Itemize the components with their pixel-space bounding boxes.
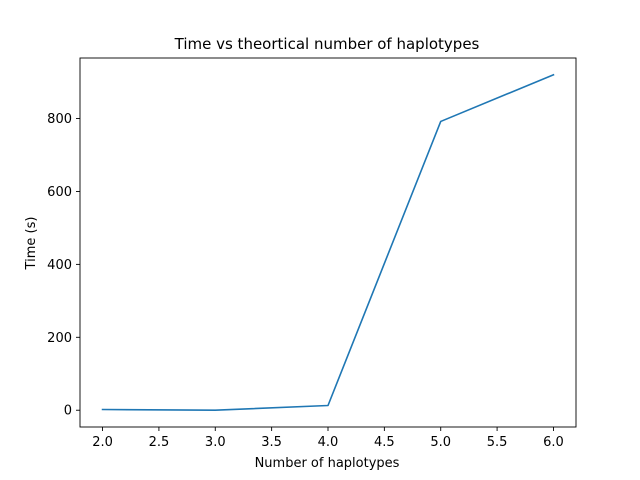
y-tick-label: 600 [47,185,72,200]
series-line [101,73,555,412]
x-tick-label: 5.5 [487,435,508,450]
y-tick-label: 800 [47,112,72,127]
chart-title: Time vs theortical number of haplotypes [174,35,480,53]
y-tick-label: 400 [47,258,72,273]
y-axis-label: Time (s) [24,217,39,271]
y-tick-label: 200 [47,331,72,346]
plot-area: 2.0 2.5 3.0 3.5 4.0 4.5 5.0 5.5 6.0 0 200 400 600 800 [47,57,577,450]
x-axis-label: Number of haplotypes [255,456,400,471]
y-tick-label: 0 [64,404,72,419]
x-tick-label: 4.5 [374,435,395,450]
x-tick-label: 3.5 [261,435,282,450]
axes-frame [79,57,577,428]
x-tick-label: 3.0 [205,435,226,450]
x-tick-label: 5.0 [430,435,451,450]
x-tick-label: 4.0 [318,435,339,450]
x-tick-label: 2.5 [149,435,170,450]
x-tick-label: 2.0 [92,435,113,450]
x-tick-label: 6.0 [543,435,564,450]
